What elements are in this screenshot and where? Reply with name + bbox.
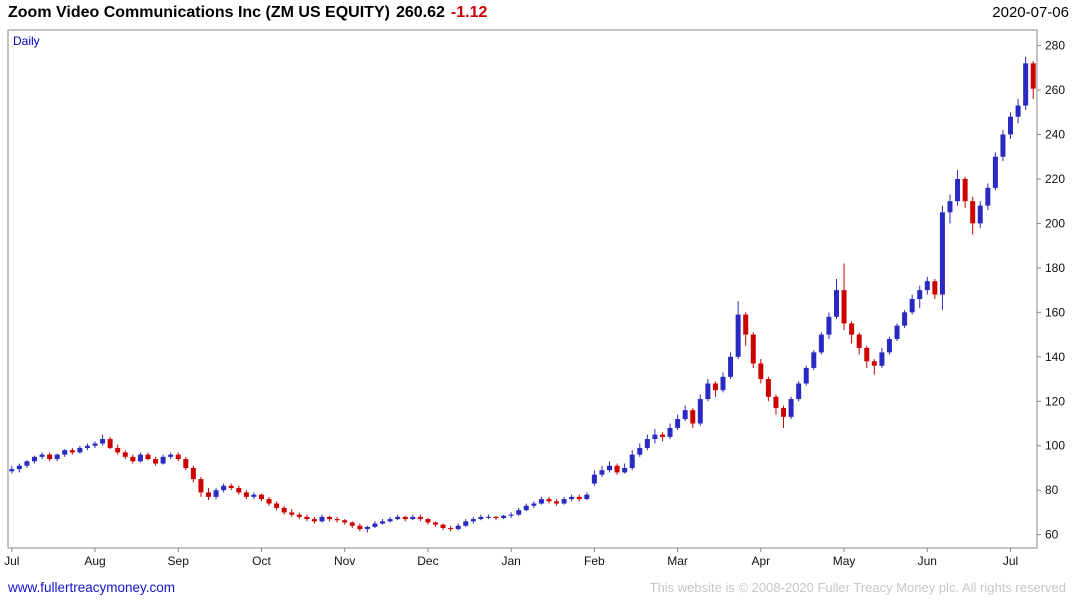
interval-label: Daily bbox=[13, 34, 40, 48]
svg-text:100: 100 bbox=[1045, 439, 1065, 453]
svg-text:Jul: Jul bbox=[1003, 554, 1018, 568]
svg-text:Mar: Mar bbox=[667, 554, 688, 568]
svg-text:80: 80 bbox=[1045, 483, 1059, 497]
svg-text:140: 140 bbox=[1045, 350, 1065, 364]
svg-text:Oct: Oct bbox=[252, 554, 271, 568]
svg-text:180: 180 bbox=[1045, 261, 1065, 275]
as-of-date: 2020-07-06 bbox=[992, 4, 1069, 21]
svg-text:Dec: Dec bbox=[417, 554, 438, 568]
instrument-title: Zoom Video Communications Inc (ZM US EQU… bbox=[8, 4, 390, 21]
svg-text:220: 220 bbox=[1045, 172, 1065, 186]
last-price: 260.62 bbox=[395, 4, 445, 21]
svg-text:280: 280 bbox=[1045, 39, 1065, 53]
site-link[interactable]: www.fullertreacymoney.com bbox=[8, 580, 176, 595]
svg-text:May: May bbox=[833, 554, 856, 568]
copyright-text: This website is © 2008-2020 Fuller Treac… bbox=[649, 580, 1066, 595]
svg-text:Nov: Nov bbox=[334, 554, 355, 568]
svg-text:Apr: Apr bbox=[751, 554, 770, 568]
svg-text:Jan: Jan bbox=[501, 554, 520, 568]
svg-text:60: 60 bbox=[1045, 528, 1059, 542]
svg-text:120: 120 bbox=[1045, 394, 1065, 408]
chart-header: Zoom Video Communications Inc (ZM US EQU… bbox=[8, 4, 1069, 22]
candlestick-chart: 60 80 100 120 140 160 180 200 220 240 260 280 Jul Aug… bbox=[4, 29, 1065, 568]
svg-text:Feb: Feb bbox=[584, 554, 605, 568]
svg-text:200: 200 bbox=[1045, 216, 1065, 230]
price-change: -1.12 bbox=[450, 4, 488, 21]
svg-text:260: 260 bbox=[1045, 83, 1065, 97]
svg-text:240: 240 bbox=[1045, 127, 1065, 141]
svg-text:Sep: Sep bbox=[168, 554, 190, 568]
title-group: Zoom Video Communications Inc (ZM US EQU… bbox=[8, 4, 487, 22]
svg-text:160: 160 bbox=[1045, 305, 1065, 319]
page-footer: www.fullertreacymoney.com This website i… bbox=[8, 580, 1066, 595]
svg-text:Jun: Jun bbox=[918, 554, 937, 568]
svg-text:Aug: Aug bbox=[84, 554, 105, 568]
svg-text:Jul: Jul bbox=[4, 554, 19, 568]
